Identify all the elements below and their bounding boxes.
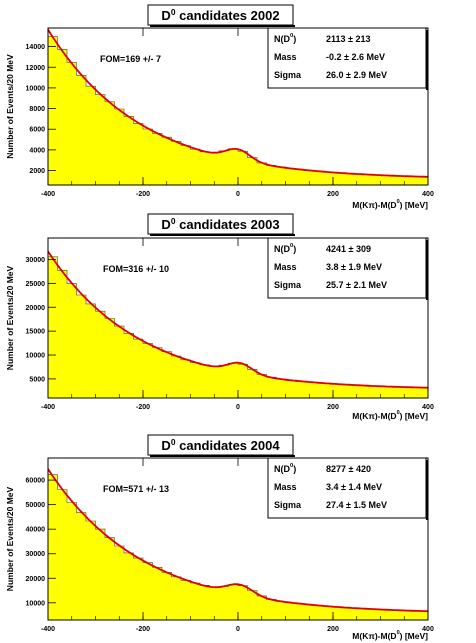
x-tick-label: 400 [422, 404, 434, 411]
y-axis-label: Number of Events/20 MeV [5, 54, 15, 159]
chart-title: D0 candidates 2003 [161, 216, 279, 232]
stats-value: 4241 ± 309 [326, 244, 371, 254]
fit-curve [47, 29, 428, 178]
x-tick-label: -400 [41, 191, 55, 198]
chart-panel: -400 -200 0 200 400 10000 20000 30000 40000 50000… [5, 434, 434, 641]
x-tick-label: 0 [236, 191, 240, 198]
y-tick-label: 60000 [26, 478, 46, 485]
chart-title-shadow [150, 234, 295, 236]
y-tick-label: 20000 [26, 576, 46, 583]
x-axis-label: M(Kπ)-M(D0) [MeV] [352, 410, 428, 421]
y-tick-label: 10000 [26, 85, 46, 92]
y-tick-label: 8000 [29, 106, 45, 113]
stats-value: 25.7 ± 2.1 MeV [326, 280, 387, 290]
stats-label: N(D0) [274, 243, 296, 254]
chart-title-shadow [150, 25, 295, 27]
stats-label: Sigma [274, 280, 302, 290]
y-tick-label: 25000 [26, 281, 46, 288]
y-axis-label: Number of Events/20 MeV [5, 265, 15, 370]
stats-value: 8277 ± 420 [326, 464, 371, 474]
y-tick-label: 6000 [29, 127, 45, 134]
chart-title: D0 candidates 2002 [161, 7, 279, 23]
stats-value: 3.8 ± 1.9 MeV [326, 262, 382, 272]
y-tick-label: 50000 [26, 502, 46, 509]
stats-box-shadow [426, 30, 428, 90]
x-axis-label: M(Kπ)-M(D0) [MeV] [352, 199, 428, 210]
y-tick-label: 20000 [26, 305, 46, 312]
stats-label: N(D0) [274, 463, 296, 474]
y-tick-label: 40000 [26, 527, 46, 534]
x-tick-label: 200 [327, 404, 339, 411]
stats-box [267, 237, 427, 299]
chart-title-shadow [150, 455, 295, 457]
stats-box-shadow [426, 240, 428, 300]
x-tick-label: 200 [327, 626, 339, 633]
x-tick-label: 400 [422, 626, 434, 633]
x-tick-label: 200 [327, 191, 339, 198]
stats-label: Sigma [274, 500, 302, 510]
stats-box [267, 27, 427, 89]
stats-value: 26.0 ± 2.9 MeV [326, 70, 387, 80]
stats-value: -0.2 ± 2.6 MeV [326, 52, 385, 62]
y-tick-label: 10000 [26, 600, 46, 607]
stats-label: N(D0) [274, 33, 296, 44]
chart-title: D0 candidates 2004 [161, 437, 280, 453]
fit-curve [47, 250, 428, 389]
x-axis-label: M(Kπ)-M(D0) [MeV] [352, 630, 428, 641]
fom-label: FOM=571 +/- 13 [103, 484, 169, 494]
fom-label: FOM=316 +/- 10 [103, 264, 169, 274]
chart-panel: -400 -200 0 200 400 2000 4000 6000 8000 10000 1200… [5, 4, 434, 210]
y-tick-label: 4000 [29, 147, 45, 154]
fit-curve [47, 468, 428, 613]
x-tick-label: 400 [422, 191, 434, 198]
stats-value: 27.4 ± 1.5 MeV [326, 500, 387, 510]
y-tick-label: 14000 [26, 44, 46, 51]
y-tick-label: 15000 [26, 329, 46, 336]
stats-label: Sigma [274, 70, 302, 80]
stats-box-shadow [426, 460, 428, 520]
stats-label: Mass [274, 482, 297, 492]
stats-label: Mass [274, 52, 297, 62]
x-tick-label: 0 [236, 404, 240, 411]
y-tick-label: 5000 [29, 376, 45, 383]
y-tick-label: 10000 [26, 353, 46, 360]
chart-panel: -400 -200 0 200 400 5000 10000 15000 20000 25000 3… [5, 213, 434, 421]
x-tick-label: -200 [136, 404, 150, 411]
x-tick-label: -400 [41, 404, 55, 411]
x-tick-label: 0 [236, 626, 240, 633]
x-tick-label: -400 [41, 626, 55, 633]
y-tick-label: 12000 [26, 65, 46, 72]
y-tick-label: 30000 [26, 551, 46, 558]
y-axis-label: Number of Events/20 MeV [5, 486, 15, 591]
x-tick-label: -200 [136, 626, 150, 633]
stats-value: 2113 ± 213 [326, 34, 370, 44]
y-tick-label: 30000 [26, 257, 46, 264]
x-tick-label: -200 [136, 191, 150, 198]
stats-value: 3.4 ± 1.4 MeV [326, 482, 382, 492]
fom-label: FOM=169 +/- 7 [100, 54, 161, 64]
y-tick-label: 2000 [29, 168, 45, 175]
stats-label: Mass [274, 262, 297, 272]
